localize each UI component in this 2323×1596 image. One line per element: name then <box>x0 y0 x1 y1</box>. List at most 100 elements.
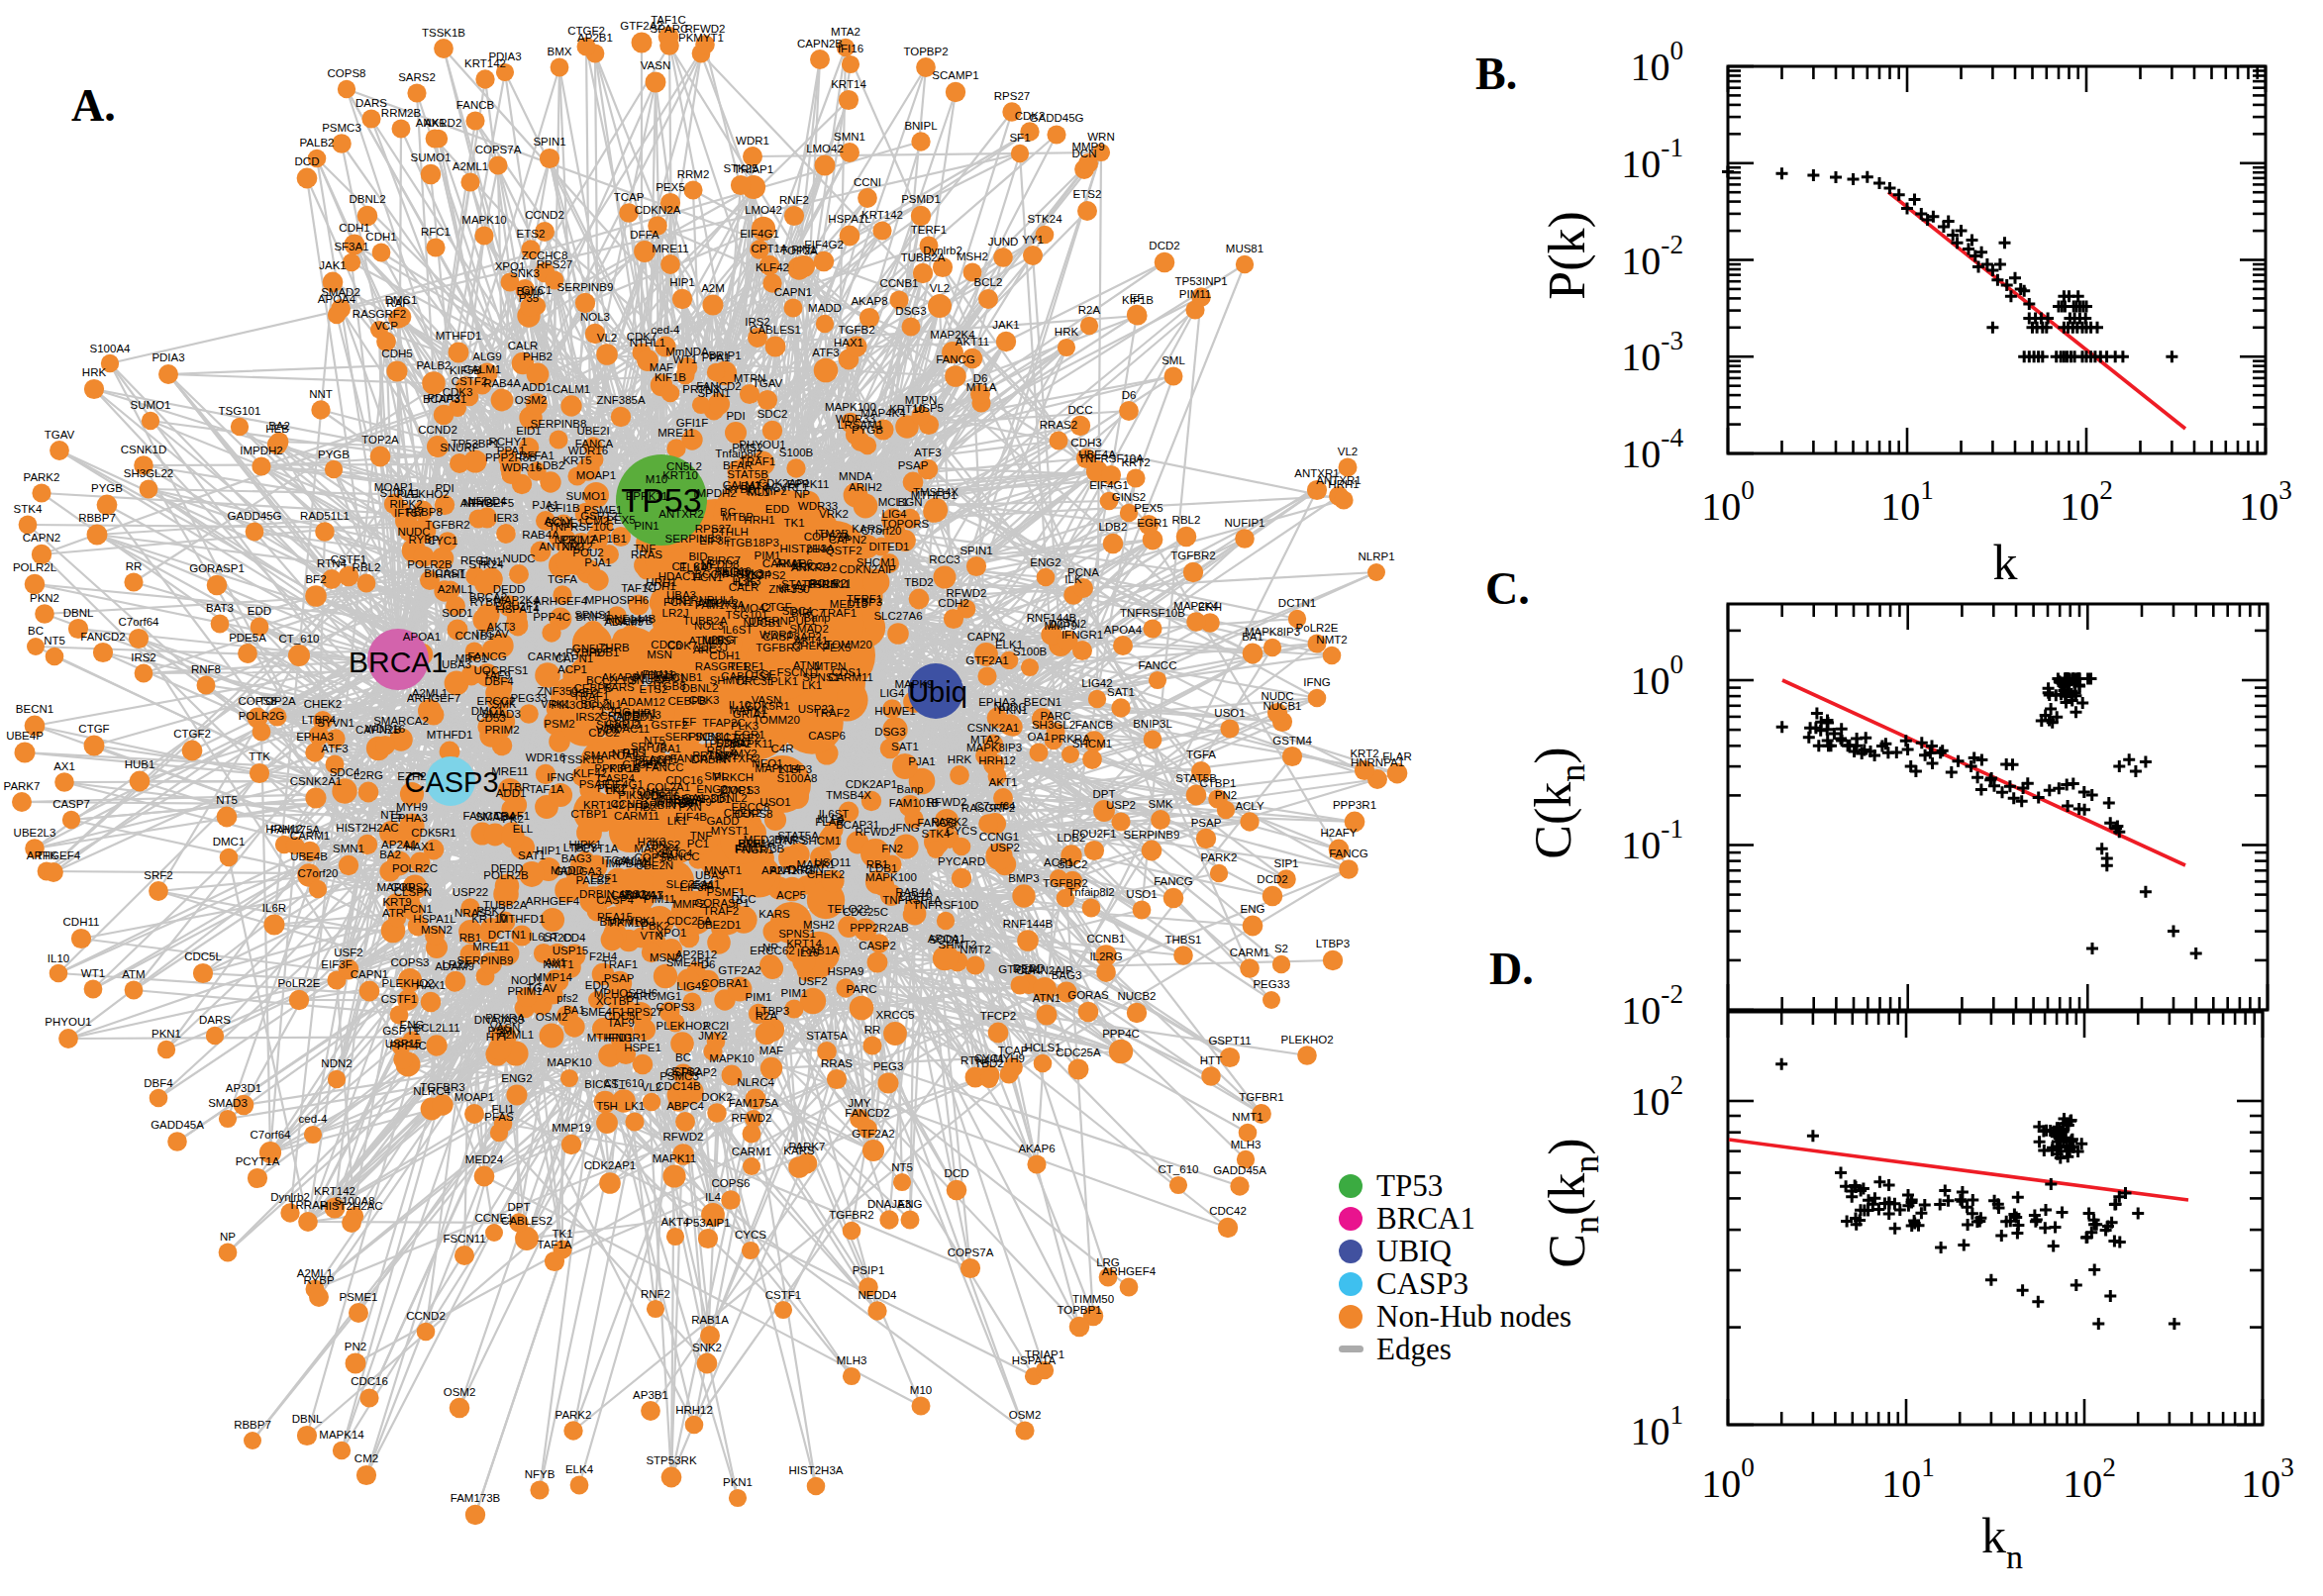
svg-text:RPS27: RPS27 <box>537 258 572 270</box>
svg-text:STK4: STK4 <box>14 503 43 515</box>
svg-text:KRT5: KRT5 <box>562 454 591 466</box>
svg-text:STK24: STK24 <box>1027 213 1062 225</box>
svg-text:S2: S2 <box>1274 943 1288 954</box>
svg-text:PARK2: PARK2 <box>556 1409 592 1421</box>
svg-text:TGFBR3: TGFBR3 <box>420 1081 464 1093</box>
svg-text:PDI: PDI <box>726 410 745 422</box>
svg-text:SUMO1: SUMO1 <box>411 151 452 163</box>
svg-text:SYVN1: SYVN1 <box>317 717 354 729</box>
svg-text:DCD: DCD <box>945 1167 969 1179</box>
svg-text:CYCS: CYCS <box>735 1229 766 1241</box>
svg-text:CHEK2: CHEK2 <box>724 807 761 819</box>
svg-text:USO11: USO11 <box>815 856 852 868</box>
svg-text:RAD51L1: RAD51L1 <box>300 510 350 522</box>
svg-text:PKN1: PKN1 <box>152 1028 181 1040</box>
svg-text:LIG4: LIG4 <box>880 687 906 699</box>
svg-text:UBE4B: UBE4B <box>290 850 328 862</box>
svg-text:C7orf20: C7orf20 <box>298 867 339 879</box>
svg-text:CT_610: CT_610 <box>1159 1163 1199 1175</box>
svg-text:FANCD2: FANCD2 <box>845 1107 889 1119</box>
svg-text:LTBP3: LTBP3 <box>563 842 597 853</box>
svg-text:FSCN11: FSCN11 <box>443 1233 485 1245</box>
svg-text:SERPINB9: SERPINB9 <box>665 533 722 545</box>
svg-text:IER3: IER3 <box>493 512 519 524</box>
svg-text:RASGRF2: RASGRF2 <box>353 308 406 320</box>
svg-text:TAF9: TAF9 <box>483 669 510 681</box>
svg-text:FAM173B: FAM173B <box>451 1492 501 1504</box>
svg-text:UBA3: UBA3 <box>695 869 725 881</box>
svg-text:RYBP: RYBP <box>408 534 439 546</box>
svg-text:PRTN3: PRTN3 <box>682 383 720 395</box>
svg-text:HUB1: HUB1 <box>125 758 155 770</box>
svg-text:S100B: S100B <box>779 447 814 458</box>
svg-text:CTBP1: CTBP1 <box>570 808 607 820</box>
svg-text:SNK3: SNK3 <box>510 267 540 279</box>
svg-text:DCD: DCD <box>295 155 320 167</box>
svg-text:EIF3F: EIF3F <box>321 958 352 970</box>
svg-text:ATM: ATM <box>122 968 145 980</box>
svg-text:PIM1: PIM1 <box>746 991 772 1003</box>
svg-text:RNF144B: RNF144B <box>1003 918 1054 930</box>
svg-text:KRT14: KRT14 <box>786 938 822 949</box>
svg-text:HTT: HTT <box>1200 1054 1222 1066</box>
svg-text:TUBB2A: TUBB2A <box>483 899 528 911</box>
svg-text:Non-Hub nodes: Non-Hub nodes <box>1376 1299 1571 1334</box>
svg-text:RC2I: RC2I <box>703 1020 729 1032</box>
svg-text:DARS: DARS <box>355 97 387 109</box>
svg-text:PHYOU1: PHYOU1 <box>45 1016 91 1028</box>
svg-text:PoLR2E: PoLR2E <box>1296 622 1339 634</box>
svg-text:PYGB: PYGB <box>318 449 350 460</box>
svg-text:CCND2: CCND2 <box>418 424 457 436</box>
svg-text:DCC: DCC <box>732 893 757 905</box>
svg-text:LK1: LK1 <box>802 679 822 691</box>
svg-text:MAPK10: MAPK10 <box>461 214 506 226</box>
svg-text:AX1: AX1 <box>53 760 75 772</box>
svg-text:DARS: DARS <box>199 1014 231 1026</box>
svg-text:SLC27A6: SLC27A6 <box>873 610 922 622</box>
svg-text:NMT1: NMT1 <box>1232 1111 1262 1123</box>
svg-text:PALB2: PALB2 <box>417 359 452 371</box>
svg-text:C.: C. <box>1485 563 1530 614</box>
svg-text:RRAS: RRAS <box>821 1057 853 1069</box>
svg-text:LTBR: LTBR <box>502 781 531 793</box>
svg-text:JAK1: JAK1 <box>319 259 347 271</box>
svg-text:TOPBP1: TOPBP1 <box>1057 1304 1101 1316</box>
svg-text:POLR2C: POLR2C <box>392 862 438 874</box>
svg-text:MAF: MAF <box>759 1045 783 1056</box>
svg-text:XRCC4: XRCC4 <box>655 848 694 859</box>
svg-text:TCAP: TCAP <box>614 191 645 203</box>
svg-text:LR2J: LR2J <box>662 607 689 619</box>
svg-text:USF2: USF2 <box>334 947 362 958</box>
svg-text:TGFBR2: TGFBR2 <box>1170 549 1215 561</box>
svg-text:SMAD3: SMAD3 <box>208 1097 248 1109</box>
svg-text:SUMO1: SUMO1 <box>131 399 171 411</box>
svg-text:XCTBP1: XCTBP1 <box>596 995 641 1007</box>
svg-text:KIF1B: KIF1B <box>655 371 686 383</box>
svg-text:CDC25C: CDC25C <box>843 906 888 918</box>
svg-text:CDC2: CDC2 <box>588 727 619 739</box>
svg-text:HRK: HRK <box>1055 326 1079 338</box>
svg-text:PLEKHO2: PLEKHO2 <box>381 977 434 989</box>
svg-text:CEBPB: CEBPB <box>615 615 654 627</box>
svg-text:AP1B1: AP1B1 <box>591 533 627 545</box>
svg-text:HIST2H2AC: HIST2H2AC <box>336 822 398 834</box>
svg-text:ARHGEF7: ARHGEF7 <box>407 692 460 704</box>
svg-text:ARHGEF4: ARHGEF4 <box>526 895 580 907</box>
svg-text:ENG: ENG <box>1241 903 1265 915</box>
svg-text:IL2RG: IL2RG <box>1089 950 1122 962</box>
svg-text:PJA1: PJA1 <box>584 556 612 568</box>
svg-text:CDH11: CDH11 <box>63 916 100 928</box>
svg-text:CDH2: CDH2 <box>938 597 968 609</box>
svg-text:Dynlrb2: Dynlrb2 <box>923 245 962 256</box>
svg-text:PFAS: PFAS <box>484 1111 514 1123</box>
svg-text:k: k <box>1993 535 2018 590</box>
svg-text:PSM2: PSM2 <box>544 718 574 730</box>
svg-text:MAPK100: MAPK100 <box>825 401 876 413</box>
svg-text:ELK4: ELK4 <box>565 1463 594 1475</box>
svg-text:RNF8: RNF8 <box>191 663 221 675</box>
svg-text:SH3GL2: SH3GL2 <box>1032 719 1075 731</box>
svg-text:APOA1: APOA1 <box>403 631 441 643</box>
svg-text:RFWD2: RFWD2 <box>732 1112 772 1124</box>
svg-text:D6: D6 <box>973 372 988 384</box>
svg-text:TSG101: TSG101 <box>219 405 261 417</box>
